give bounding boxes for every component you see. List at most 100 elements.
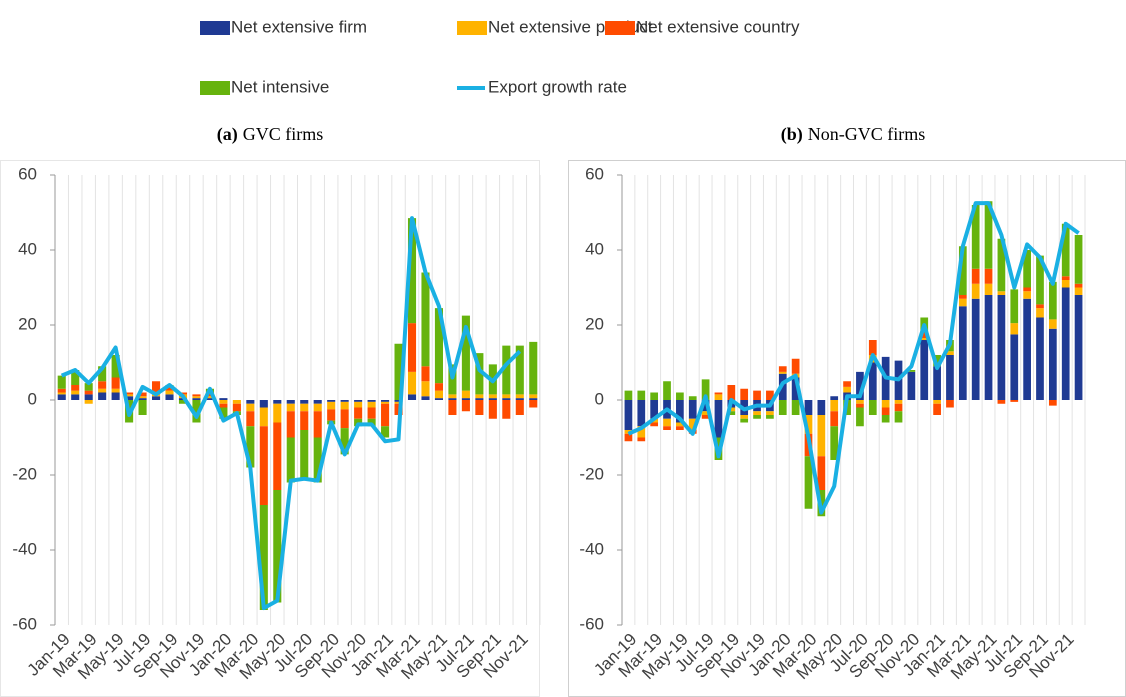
bar xyxy=(488,400,497,419)
bar xyxy=(971,205,980,269)
bar xyxy=(804,400,813,415)
bar xyxy=(997,238,1006,292)
bar xyxy=(313,400,322,404)
bar xyxy=(354,400,363,402)
bar xyxy=(461,400,470,412)
bar xyxy=(624,390,633,400)
bar xyxy=(856,400,864,404)
bar xyxy=(125,396,134,400)
bar xyxy=(461,398,470,400)
bar xyxy=(817,400,826,415)
bar xyxy=(676,422,684,427)
bar xyxy=(701,411,710,415)
bar xyxy=(205,392,214,397)
bar xyxy=(920,332,929,339)
bar xyxy=(907,370,916,372)
bar xyxy=(1074,283,1083,288)
bar xyxy=(688,396,697,400)
bar xyxy=(475,400,484,415)
bar xyxy=(1023,250,1031,288)
bar xyxy=(354,401,363,408)
bar xyxy=(84,400,93,404)
bar xyxy=(246,411,255,427)
y-tick-label: -20 xyxy=(12,464,37,483)
bar xyxy=(367,400,376,402)
bar xyxy=(515,400,524,415)
bar xyxy=(98,366,107,382)
panel-title-text: Non-GVC firms xyxy=(808,124,926,144)
bar xyxy=(753,415,761,419)
bar xyxy=(881,415,890,423)
bar xyxy=(637,390,646,400)
bar xyxy=(313,403,322,412)
bar xyxy=(273,400,282,404)
bar xyxy=(984,268,993,284)
bar xyxy=(434,383,443,391)
legend-label: Net intensive xyxy=(231,77,329,96)
bar xyxy=(71,385,80,391)
bar xyxy=(637,426,646,438)
bar xyxy=(958,306,967,400)
panel-title-text: GVC firms xyxy=(243,124,324,144)
bar xyxy=(997,291,1006,295)
panel-label: (b) xyxy=(781,124,803,145)
bar xyxy=(138,392,147,397)
bar xyxy=(740,415,749,419)
bar xyxy=(753,411,761,415)
y-tick-label: 60 xyxy=(585,164,604,183)
bar xyxy=(868,362,877,400)
bar xyxy=(152,396,161,400)
bar xyxy=(71,390,80,395)
bar xyxy=(933,400,941,404)
bar xyxy=(111,388,120,393)
line xyxy=(627,201,1080,515)
bar xyxy=(766,411,774,415)
bar xyxy=(778,371,787,374)
bar xyxy=(461,390,470,399)
bar xyxy=(894,403,903,412)
bar xyxy=(178,400,188,404)
bar xyxy=(300,400,309,404)
bar xyxy=(488,394,497,399)
bar xyxy=(394,401,403,404)
y-tick-label: -20 xyxy=(579,464,604,483)
bar xyxy=(407,218,417,324)
bar xyxy=(57,388,66,393)
bar xyxy=(340,400,349,402)
bar xyxy=(84,394,93,400)
bar xyxy=(971,268,980,284)
bar xyxy=(933,355,941,367)
bar xyxy=(740,388,749,400)
legend-swatch xyxy=(200,21,230,35)
bar xyxy=(868,340,877,355)
bar xyxy=(1061,287,1070,400)
bar xyxy=(448,398,457,400)
bar xyxy=(1036,304,1044,309)
bar xyxy=(407,371,417,395)
bar xyxy=(434,398,443,400)
bar xyxy=(381,400,390,402)
y-tick-label: 40 xyxy=(18,239,37,258)
bar xyxy=(766,390,774,400)
bar xyxy=(1010,334,1019,400)
bar xyxy=(894,400,903,404)
bar xyxy=(340,428,349,455)
bar xyxy=(1036,308,1044,318)
bar xyxy=(327,401,336,410)
bar xyxy=(475,353,484,395)
panel-title: (b) Non-GVC firms xyxy=(781,124,926,145)
bar xyxy=(830,400,839,412)
bar xyxy=(205,398,214,400)
y-tick-label: -40 xyxy=(12,539,37,558)
bar xyxy=(804,415,813,434)
bar xyxy=(946,351,954,355)
bar xyxy=(434,308,443,384)
bar xyxy=(766,415,774,419)
bar xyxy=(340,409,349,429)
bar xyxy=(881,400,890,408)
bar xyxy=(1023,291,1031,299)
bar xyxy=(232,400,241,404)
bar xyxy=(394,400,403,402)
bar xyxy=(830,411,839,427)
bar xyxy=(71,370,80,385)
